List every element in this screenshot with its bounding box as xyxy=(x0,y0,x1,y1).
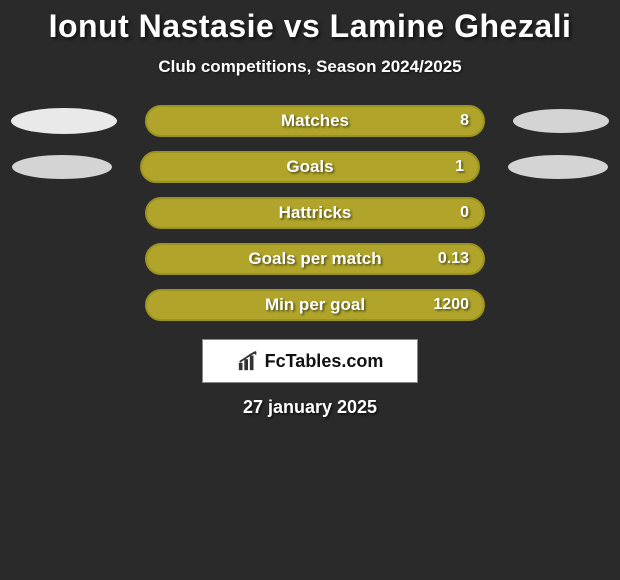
stat-bar: Matches 8 xyxy=(145,105,485,137)
stat-value: 8 xyxy=(460,112,469,130)
stat-row-goals: Goals 1 xyxy=(0,151,620,183)
fctables-logo-text: FcTables.com xyxy=(265,351,384,372)
stat-label: Hattricks xyxy=(279,203,352,223)
stat-row-goals-per-match: Goals per match 0.13 xyxy=(0,243,620,275)
stat-label: Matches xyxy=(281,111,349,131)
stat-row-hattricks: Hattricks 0 xyxy=(0,197,620,229)
stat-row-min-per-goal: Min per goal 1200 xyxy=(0,289,620,321)
stat-value: 1200 xyxy=(433,296,469,314)
stat-value: 0 xyxy=(460,204,469,222)
stat-bar: Min per goal 1200 xyxy=(145,289,485,321)
stat-value: 0.13 xyxy=(438,250,469,268)
player2-ellipse xyxy=(513,109,609,133)
player2-ellipse xyxy=(508,155,608,179)
stat-row-matches: Matches 8 xyxy=(0,105,620,137)
stat-bar: Goals per match 0.13 xyxy=(145,243,485,275)
stat-label: Goals per match xyxy=(248,249,381,269)
snapshot-date: 27 january 2025 xyxy=(0,397,620,418)
player1-ellipse xyxy=(12,155,112,179)
stat-bar: Goals 1 xyxy=(140,151,480,183)
stat-bar: Hattricks 0 xyxy=(145,197,485,229)
page-title: Ionut Nastasie vs Lamine Ghezali xyxy=(0,8,620,45)
fctables-logo-box[interactable]: FcTables.com xyxy=(202,339,418,383)
stat-label: Min per goal xyxy=(265,295,365,315)
page-subtitle: Club competitions, Season 2024/2025 xyxy=(0,57,620,77)
stat-value: 1 xyxy=(455,158,464,176)
fctables-logo-icon xyxy=(237,350,259,372)
player1-ellipse xyxy=(11,108,117,134)
stat-label: Goals xyxy=(286,157,333,177)
stats-rows: Matches 8 Goals 1 Hattricks 0 Goals xyxy=(0,105,620,321)
comparison-container: Ionut Nastasie vs Lamine Ghezali Club co… xyxy=(0,0,620,418)
